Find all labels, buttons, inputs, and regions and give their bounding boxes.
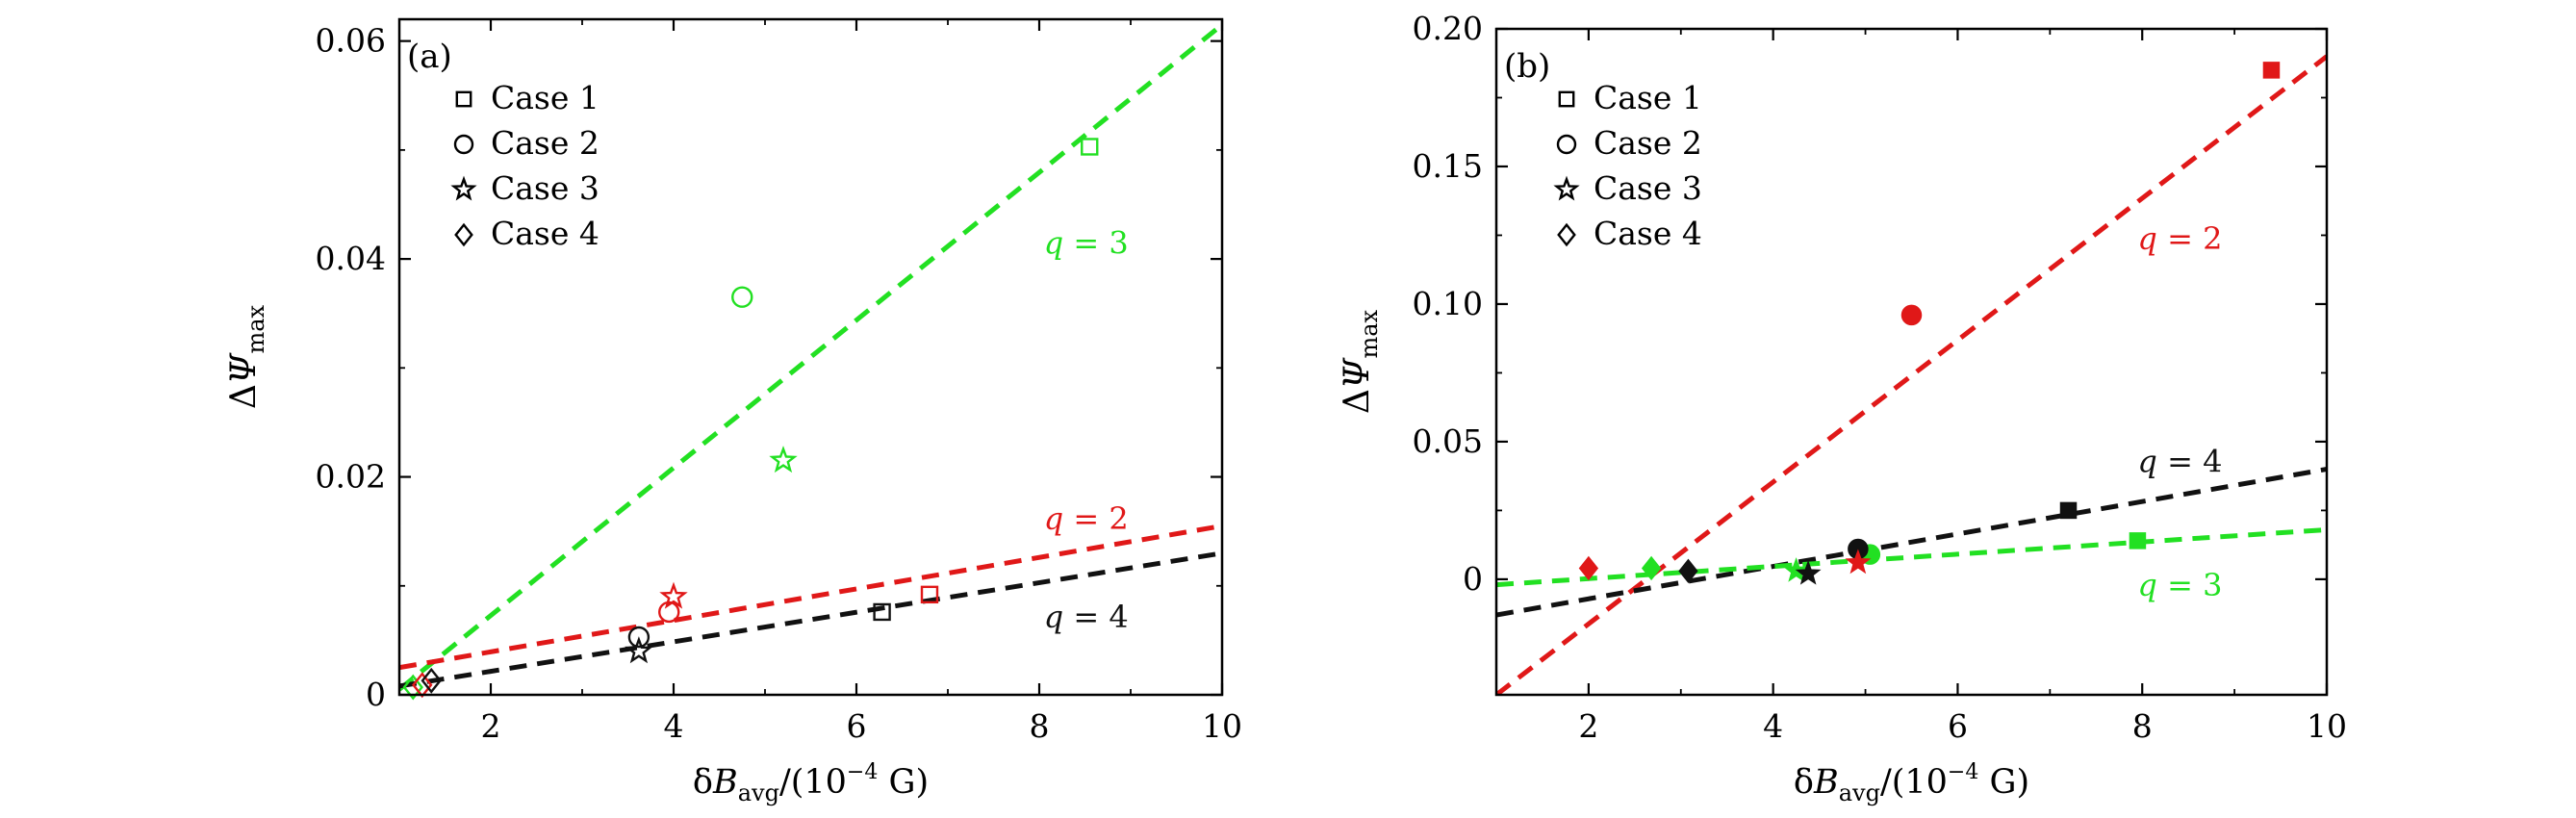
legend-marker-square <box>1558 90 1575 108</box>
fit-lines <box>399 22 1222 692</box>
y-tick-label: 0.10 <box>1413 285 1483 322</box>
legend-marker-star <box>1553 175 1580 201</box>
x-tick-label: 6 <box>1948 707 1968 745</box>
legend-label: Case 2 <box>491 124 599 162</box>
y-tick-label: 0.15 <box>1413 147 1483 185</box>
fit-lines <box>1496 54 2327 695</box>
data-point-case1-red <box>920 585 939 604</box>
legend-label: Case 3 <box>491 169 599 207</box>
data-point-case1-green <box>1081 138 1099 156</box>
line-label-q3: q = 3 <box>1044 224 1129 261</box>
legend-marker-diamond <box>1557 222 1576 247</box>
x-tick-label: 8 <box>1030 707 1050 745</box>
legend-marker-square <box>455 90 472 108</box>
data-point-case1-black <box>873 602 891 622</box>
y-tick-label: 0 <box>1463 560 1483 598</box>
panel-label: (b) <box>1504 47 1550 86</box>
data-point-case4-green <box>402 674 423 701</box>
data-point-case1-black <box>2059 501 2078 520</box>
panel-b: q = 2 q = 4 q = 3 2 4 6 8 10 0 0.05 0.10 0.15 0.20 (b… <box>1338 10 2347 806</box>
data-point-case4-red <box>412 672 433 699</box>
legend-label: Case 4 <box>1594 215 1702 252</box>
fit-line-q2 <box>399 524 1222 671</box>
legend: Case 1 Case 2 Case 3 Case 4 <box>450 79 599 252</box>
legend-label: Case 1 <box>1594 79 1702 116</box>
plot-frame <box>1494 27 2329 697</box>
line-label-q2: q = 2 <box>1044 500 1129 537</box>
legend-marker-diamond <box>454 222 473 247</box>
y-tick-label: 0.20 <box>1413 10 1483 47</box>
x-axis-label: δBavg/(10−4 G) <box>1794 760 2029 806</box>
data-point-case4-red <box>1578 555 1599 581</box>
line-label-q3: q = 3 <box>2137 567 2222 603</box>
legend-marker-circle <box>1556 134 1577 155</box>
legend-label: Case 4 <box>491 215 599 252</box>
x-tick-label: 4 <box>1763 707 1783 745</box>
x-tick-label: 4 <box>664 707 684 745</box>
data-point-case2-red <box>658 601 680 624</box>
y-axis-label: ΔΨmax <box>224 304 269 409</box>
data-point-case4-black <box>1678 558 1698 584</box>
data-point-case1-red <box>2262 62 2281 79</box>
data-point-case4-green <box>1641 555 1662 581</box>
data-point-case4-black <box>421 667 442 694</box>
plot-frame <box>397 17 1224 697</box>
data-point-case3-red <box>1845 549 1872 575</box>
legend-label: Case 2 <box>1594 124 1702 162</box>
y-tick-label: 0 <box>366 676 386 713</box>
data-points <box>402 138 1099 701</box>
legend-marker-star <box>450 175 477 201</box>
data-points <box>1578 62 2281 585</box>
x-tick-label: 2 <box>1578 707 1598 745</box>
data-point-case2-green <box>731 286 753 308</box>
legend-label: Case 1 <box>491 79 599 116</box>
line-label-q2: q = 2 <box>2137 220 2222 257</box>
data-point-case3-black <box>625 636 653 664</box>
x-tick-label: 6 <box>847 707 867 745</box>
x-tick-label: 2 <box>481 707 501 745</box>
data-point-case3-black <box>1795 560 1822 585</box>
y-tick-label: 0.05 <box>1413 422 1483 460</box>
legend-marker-circle <box>453 134 474 155</box>
data-point-case3-red <box>659 581 688 609</box>
x-axis-label: δBavg/(10−4 G) <box>693 760 929 806</box>
legend: Case 1 Case 2 Case 3 Case 4 <box>1553 79 1702 252</box>
y-axis-label: ΔΨmax <box>1338 309 1383 414</box>
data-point-case1-green <box>2129 532 2147 550</box>
fit-line-q3 <box>399 22 1222 692</box>
line-label-q4: q = 4 <box>2137 443 2222 479</box>
data-point-case2-red <box>1900 304 1923 326</box>
line-label-q4: q = 4 <box>1044 599 1129 635</box>
data-point-case2-black <box>627 626 650 649</box>
x-tick-label: 8 <box>2132 707 2153 745</box>
panel-label: (a) <box>407 38 452 76</box>
legend-label: Case 3 <box>1594 169 1702 207</box>
x-tick-label: 10 <box>2307 707 2347 745</box>
fit-line-q4 <box>1496 467 2327 618</box>
y-tick-label: 0.02 <box>316 458 386 496</box>
y-tick-label: 0.04 <box>316 240 386 277</box>
x-tick-label: 10 <box>1202 707 1242 745</box>
y-tick-label: 0.06 <box>316 22 386 60</box>
data-point-case3-green <box>769 446 798 473</box>
